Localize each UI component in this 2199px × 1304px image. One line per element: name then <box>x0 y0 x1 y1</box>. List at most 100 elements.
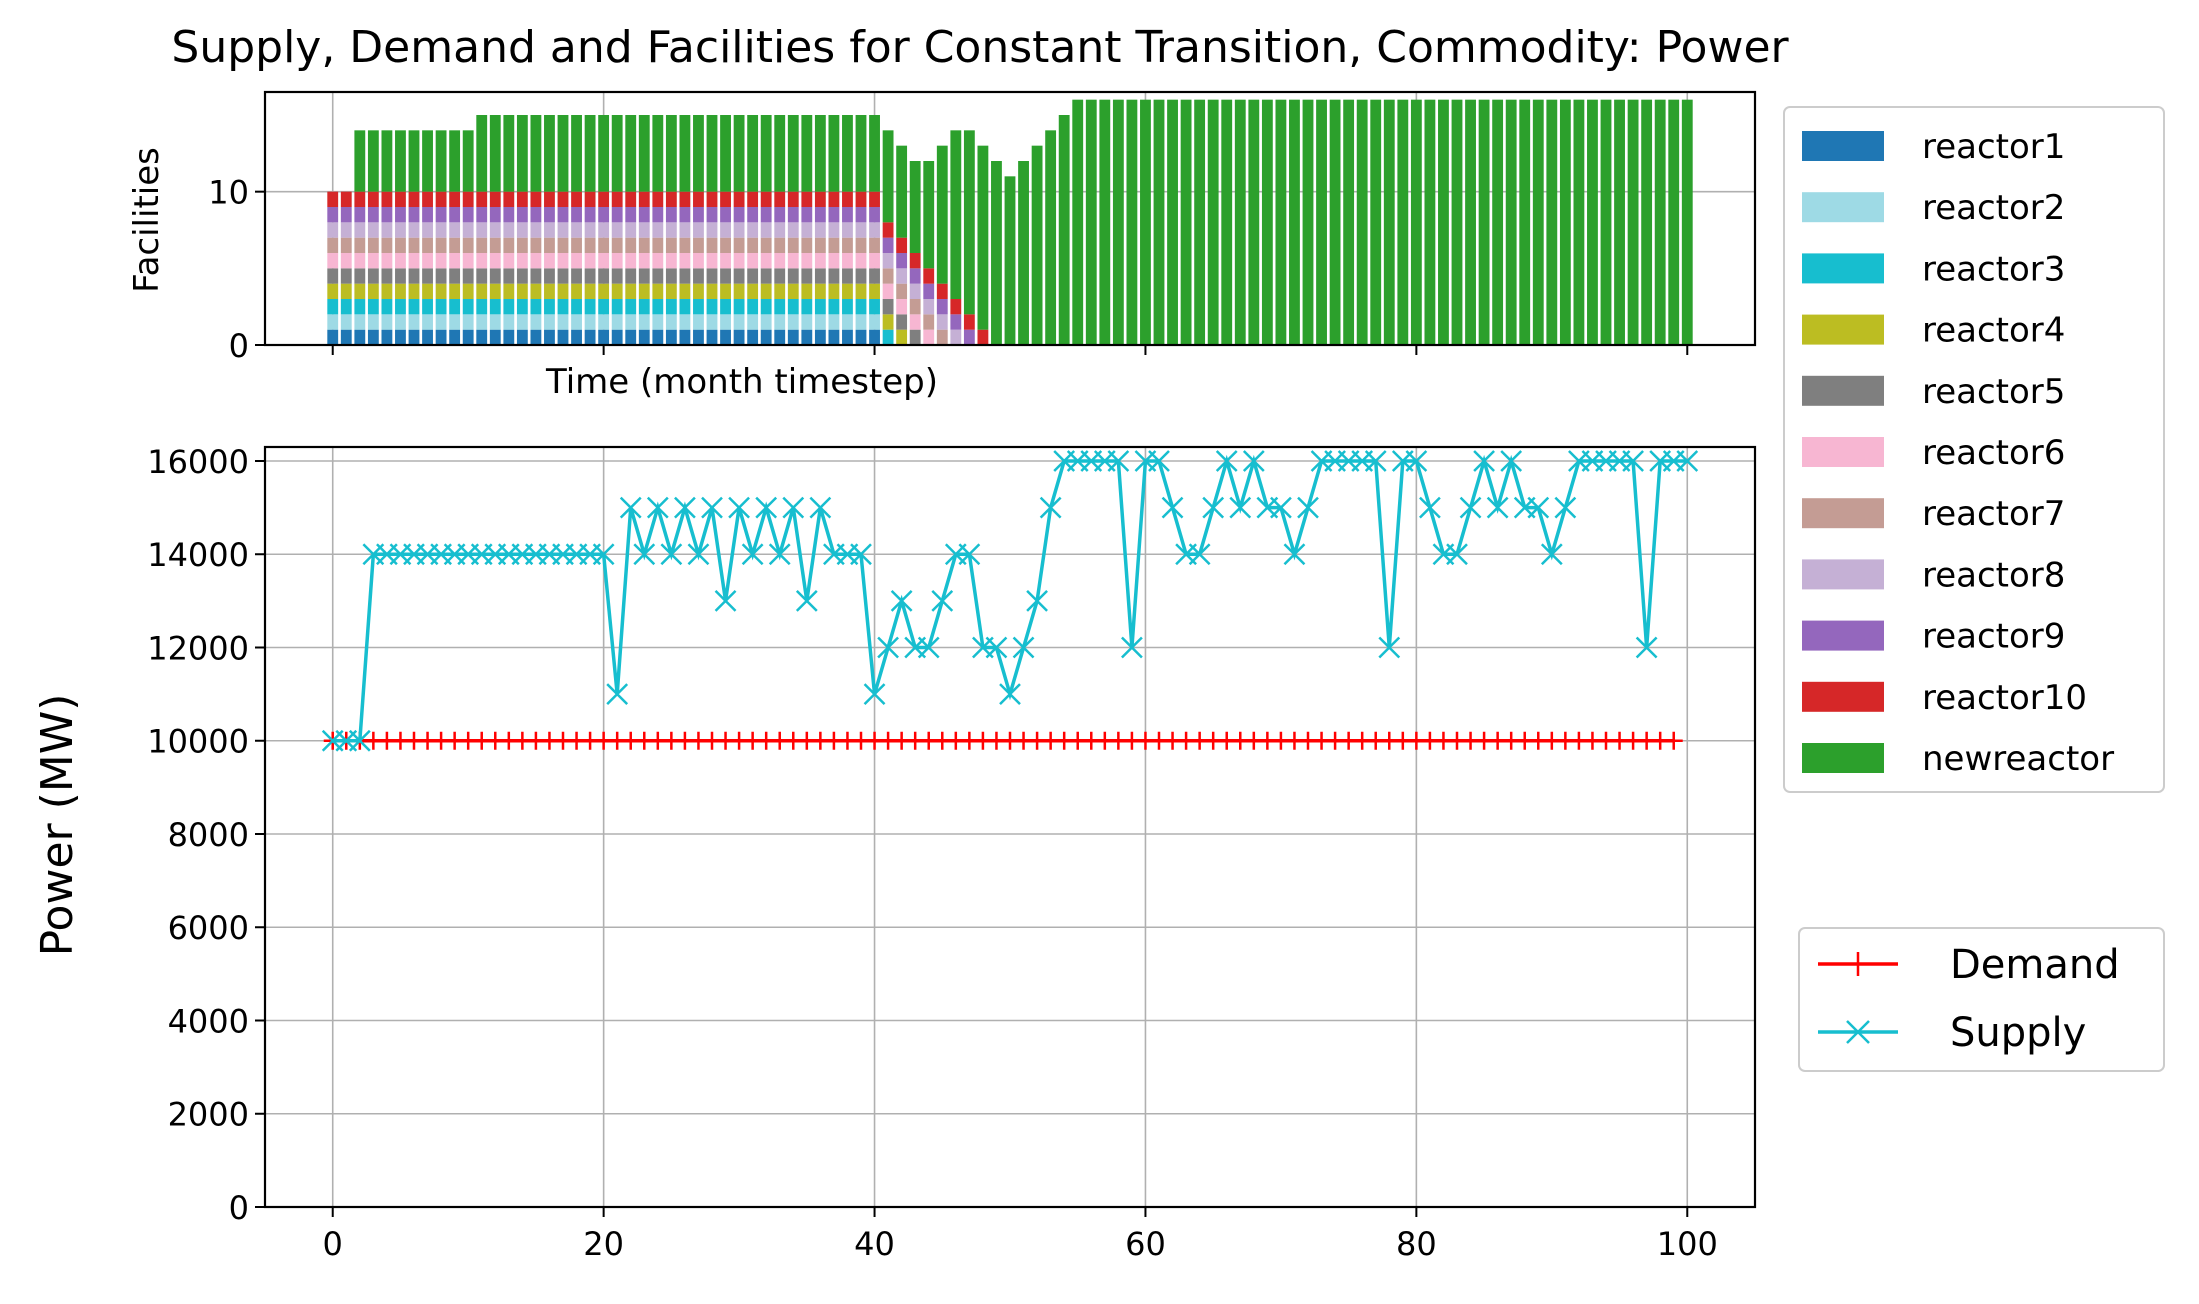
power-y-tick-label: 2000 <box>168 1096 249 1134</box>
bar-reactor10 <box>747 191 759 207</box>
supply-marker <box>1012 636 1035 659</box>
bar-reactor1 <box>571 329 582 345</box>
bar-reactor4 <box>638 283 650 299</box>
bar-reactor8 <box>842 222 853 238</box>
bar-reactor7 <box>544 237 555 253</box>
power-x-tick-label: 80 <box>1396 1225 1437 1263</box>
bar-reactor5 <box>584 268 596 284</box>
bar-reactor3 <box>733 299 745 315</box>
bar-newreactor <box>936 145 948 284</box>
bar-reactor7 <box>706 237 718 253</box>
bar-reactor7 <box>882 268 894 284</box>
bar-reactor1 <box>774 329 786 345</box>
bar-reactor2 <box>354 314 366 330</box>
supply-marker <box>1676 450 1699 472</box>
bar-reactor8 <box>476 222 488 238</box>
bar-reactor4 <box>679 283 691 299</box>
bar-reactor2 <box>706 314 718 330</box>
bar-newreactor <box>1546 99 1558 346</box>
bar-reactor3 <box>489 299 501 315</box>
bar-reactor9 <box>814 207 826 223</box>
bar-reactor6 <box>503 253 515 269</box>
bar-newreactor <box>720 115 731 192</box>
bar-reactor3 <box>367 299 379 315</box>
bar-reactor1 <box>625 329 637 345</box>
bar-newreactor <box>1681 99 1693 346</box>
bar-reactor3 <box>869 299 880 315</box>
bar-newreactor <box>598 115 610 192</box>
bar-newreactor <box>1438 99 1449 346</box>
bar-newreactor <box>503 115 515 192</box>
bar-reactor10 <box>896 237 908 253</box>
bar-reactor1 <box>720 329 731 345</box>
supply-marker <box>1459 496 1482 519</box>
bar-reactor4 <box>801 283 813 299</box>
bar-newreactor <box>381 130 393 192</box>
bar-reactor4 <box>774 283 786 299</box>
bar-reactor1 <box>855 329 867 345</box>
bar-reactor7 <box>598 237 610 253</box>
bar-reactor4 <box>354 283 366 299</box>
bar-newreactor <box>1167 99 1178 346</box>
bar-reactor2 <box>422 314 433 330</box>
bar-reactor1 <box>638 329 650 345</box>
bar-reactor1 <box>842 329 853 345</box>
bar-reactor9 <box>367 207 379 223</box>
power-y-tick-label: 10000 <box>147 723 249 761</box>
legend-swatch-reactor7 <box>1802 498 1884 529</box>
bar-reactor1 <box>801 329 813 345</box>
bar-reactor4 <box>747 283 759 299</box>
bar-newreactor <box>1221 99 1233 346</box>
bar-reactor6 <box>571 253 582 269</box>
bar-reactor1 <box>530 329 542 345</box>
bar-reactor1 <box>422 329 433 345</box>
supply-marker <box>782 496 805 519</box>
bar-reactor3 <box>828 299 840 315</box>
supply-marker <box>714 589 737 612</box>
bar-reactor7 <box>665 237 677 253</box>
bar-reactor8 <box>340 222 352 238</box>
bar-reactor2 <box>679 314 691 330</box>
bar-reactor4 <box>462 283 474 299</box>
bar-reactor5 <box>720 268 731 284</box>
power-y-tick-label: 0 <box>229 1189 249 1227</box>
bar-newreactor <box>1058 115 1070 345</box>
bar-reactor1 <box>828 329 840 345</box>
bar-reactor7 <box>381 237 393 253</box>
bar-reactor8 <box>855 222 867 238</box>
bar-reactor7 <box>557 237 569 253</box>
bar-reactor8 <box>557 222 569 238</box>
bar-reactor9 <box>747 207 759 223</box>
bar-reactor3 <box>462 299 474 315</box>
bar-reactor8 <box>516 222 528 238</box>
bar-reactor7 <box>896 283 908 299</box>
bar-reactor6 <box>381 253 393 269</box>
supply-marker <box>795 589 818 612</box>
supply-marker <box>1419 496 1441 519</box>
bar-reactor5 <box>869 268 880 284</box>
bar-reactor8 <box>814 222 826 238</box>
bar-newreactor <box>571 115 582 192</box>
bar-newreactor <box>1641 99 1653 346</box>
bar-reactor5 <box>625 268 637 284</box>
bar-newreactor <box>1018 161 1029 345</box>
bar-reactor4 <box>489 283 501 299</box>
bar-newreactor <box>462 130 474 192</box>
legend-swatch-reactor1 <box>1802 131 1884 161</box>
bar-reactor10 <box>842 191 853 207</box>
bar-reactor10 <box>462 191 474 207</box>
bar-reactor3 <box>354 299 366 315</box>
bar-reactor4 <box>814 283 826 299</box>
legend-label-reactor4: reactor4 <box>1922 311 2065 351</box>
bar-reactor4 <box>869 283 880 299</box>
bar-reactor2 <box>652 314 664 330</box>
bar-reactor8 <box>720 222 731 238</box>
bar-reactor2 <box>828 314 840 330</box>
bar-reactor5 <box>530 268 542 284</box>
bar-reactor8 <box>652 222 664 238</box>
bar-reactor5 <box>909 329 921 345</box>
bar-reactor5 <box>896 314 908 330</box>
bar-reactor3 <box>679 299 691 315</box>
bar-reactor3 <box>544 299 555 315</box>
bar-reactor2 <box>842 314 853 330</box>
